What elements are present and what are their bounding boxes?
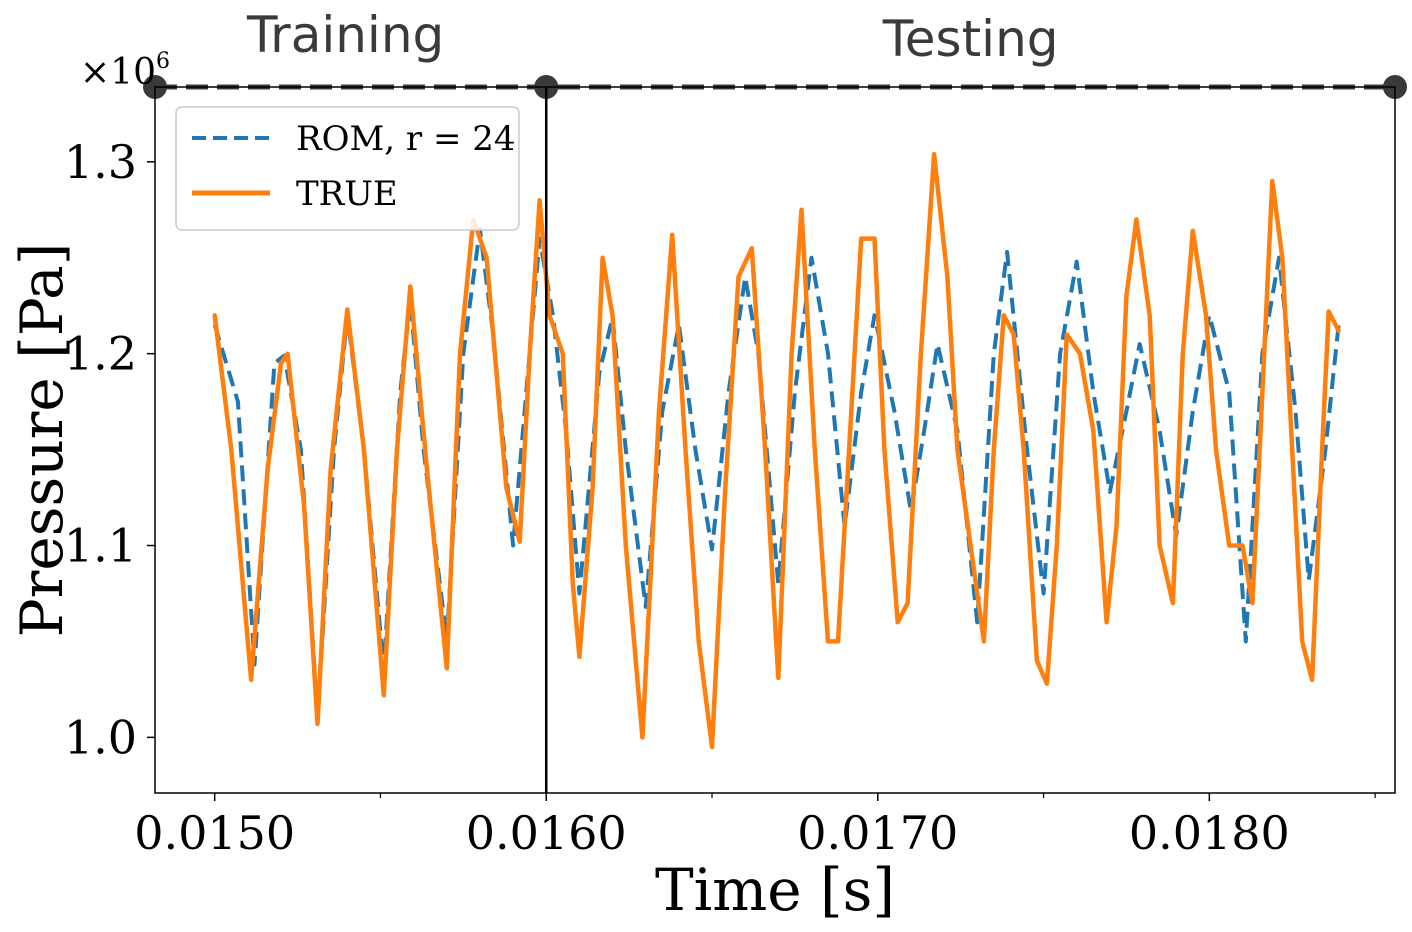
y-axis-ticks: 1.0 1.1 1.2 1.3 [64,135,155,764]
phase-timeline: Training Testing [143,6,1407,99]
legend-label-rom: ROM, r = 24 [296,119,516,159]
y-tick-label: 1.1 [64,519,137,573]
phase-label-training: Training [246,6,444,64]
x-tick-label: 0.0150 [134,806,295,860]
x-tick-label: 0.0180 [1129,806,1290,860]
x-tick-label: 0.0160 [466,806,627,860]
y-tick-label: 1.0 [64,710,137,764]
y-offset-base: ×10 [80,52,156,93]
legend-label-true: TRUE [296,174,398,214]
phase-label-testing: Testing [882,10,1059,68]
y-tick-label: 1.3 [64,135,137,189]
series-layer [212,151,1341,750]
y-axis-offset-label: ×106 [80,49,170,93]
y-axis-label: Pressure [Pa] [8,243,76,638]
x-axis-ticks: 0.0150 0.0160 0.0170 0.0180 [134,793,1376,860]
series-rom-line [212,227,1341,721]
series-true-line [212,151,1341,750]
legend: ROM, r = 24 TRUE [175,106,520,231]
y-offset-exponent: 6 [156,49,170,74]
x-axis-label: Time [s] [655,856,895,924]
x-tick-label: 0.0170 [797,806,958,860]
axes-frame [154,86,1396,794]
y-tick-label: 1.2 [64,327,137,381]
